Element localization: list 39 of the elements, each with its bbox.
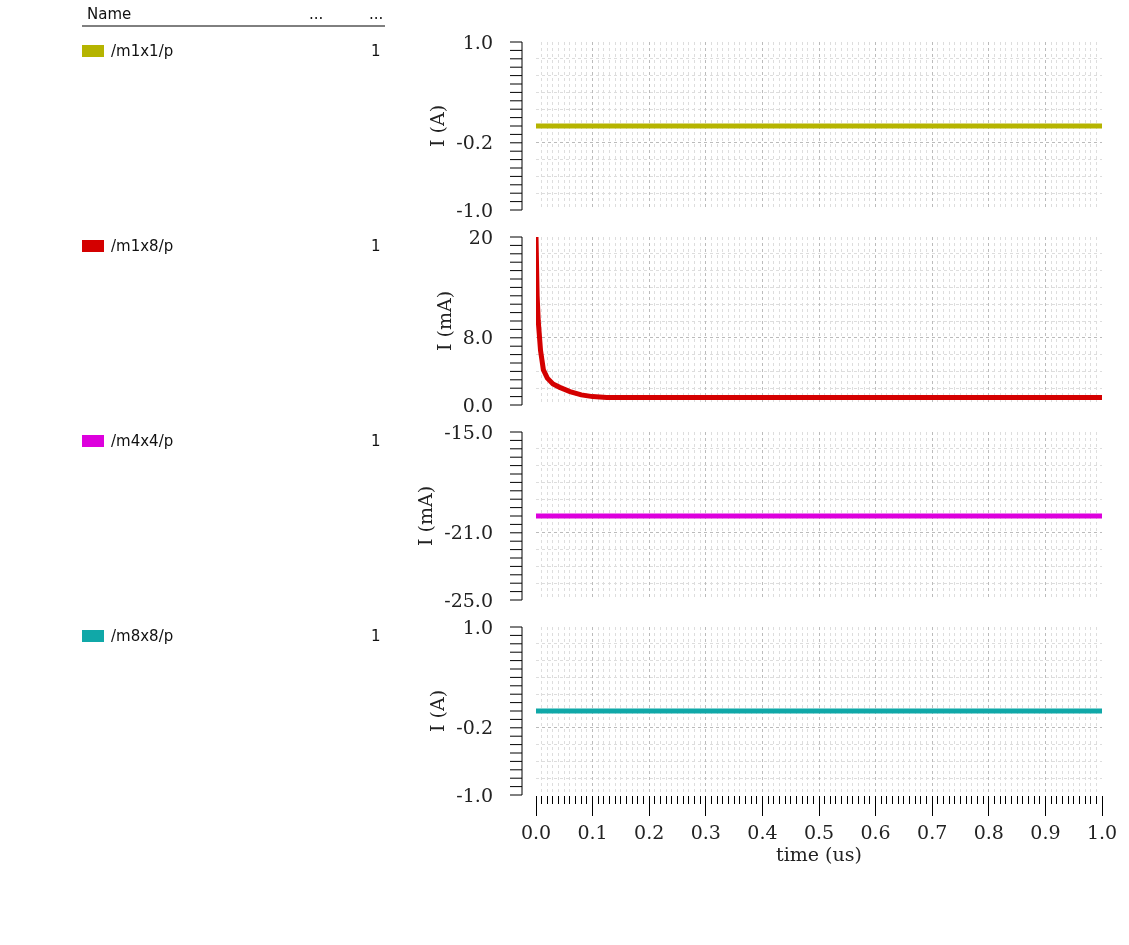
legend-label: /m4x4/p	[111, 432, 174, 450]
x-axis-title: time (us)	[776, 842, 862, 865]
x-tick-label: 0.7	[917, 820, 948, 843]
y-tick-label: -21.0	[444, 521, 493, 544]
text: 1	[371, 432, 381, 450]
x-tick-label: 0.9	[1030, 820, 1061, 843]
y-tick-label: -25.0	[444, 588, 493, 611]
x-tick-label: 0.8	[973, 820, 1004, 843]
y-tick-label: -1.0	[456, 198, 493, 221]
y-tick-label: -0.2	[456, 131, 493, 154]
text: Name	[87, 5, 132, 23]
y-tick-label: 8.0	[462, 326, 493, 349]
y-tick-label: 1.0	[462, 615, 493, 638]
legend-label: /m1x8/p	[111, 237, 174, 255]
legend-label: /m1x1/p	[111, 42, 174, 60]
y-tick-label: 1.0	[462, 30, 493, 53]
y-axis-title: I (mA)	[432, 290, 455, 352]
y-tick-label: -0.2	[456, 716, 493, 739]
x-tick-label: 0.3	[690, 820, 721, 843]
y-axis-title: I (A)	[426, 104, 449, 148]
legend-label: /m8x8/p	[111, 627, 174, 645]
text: 1	[371, 237, 381, 255]
y-tick-label: -15.0	[444, 420, 493, 443]
x-tick-label: 0.6	[860, 820, 891, 843]
text: 1	[371, 627, 381, 645]
text: ...	[309, 5, 324, 23]
x-tick-label: 0.5	[803, 820, 835, 843]
y-axis-title: I (mA)	[414, 485, 437, 547]
x-tick-label: 0.0	[520, 820, 552, 843]
x-tick-label: 0.2	[634, 820, 665, 843]
y-tick-label: -1.0	[456, 783, 493, 806]
y-tick-label: 20	[468, 225, 493, 248]
text: ...	[369, 5, 384, 23]
x-tick-label: 1.0	[1086, 820, 1118, 843]
x-tick-label: 0.1	[577, 820, 608, 843]
y-axis-title: I (A)	[426, 689, 449, 733]
text: 1	[371, 42, 381, 60]
y-tick-label: 0.0	[462, 393, 493, 416]
x-tick-label: 0.4	[747, 820, 778, 843]
